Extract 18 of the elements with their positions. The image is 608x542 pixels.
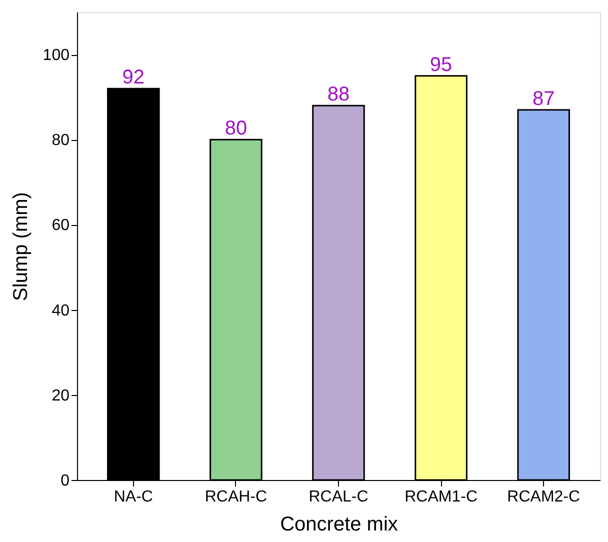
y-tick-label: 20 — [52, 387, 70, 404]
y-tick-label: 60 — [52, 217, 70, 234]
x-tick-label: RCAL-C — [308, 488, 368, 506]
y-tick-label: 0 — [60, 472, 70, 490]
data-label: 95 — [430, 54, 452, 76]
data-label: 80 — [224, 118, 248, 140]
x-tick-label: RCAH-C — [204, 488, 268, 506]
data-label: 88 — [327, 84, 350, 106]
data-label: 87 — [532, 88, 555, 110]
y-tick-label: 80 — [52, 132, 70, 150]
y-axis-title: Slump (mm) — [10, 192, 32, 301]
y-tick-label: 100 — [42, 47, 70, 64]
data-label: 92 — [122, 66, 145, 89]
x-tick-label: RCAM1-C — [404, 488, 478, 506]
x-tick-label: NA-C — [114, 488, 153, 506]
x-tick-label: RCAM2-C — [507, 488, 580, 506]
y-tick-label: 40 — [52, 302, 70, 320]
x-axis-title: Concrete mix — [280, 514, 398, 536]
